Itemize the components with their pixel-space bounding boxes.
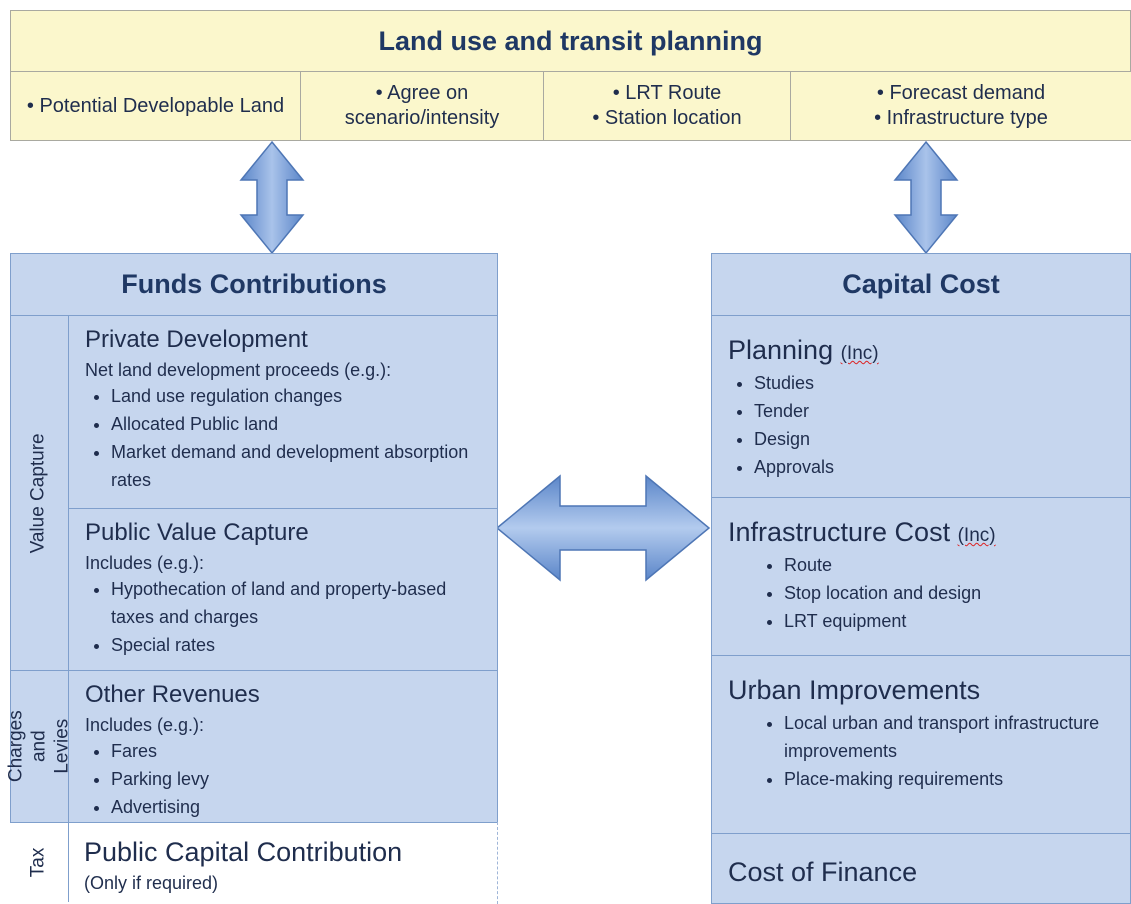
header-title: Land use and transit planning (10, 10, 1131, 72)
bullet: Place-making requirements (784, 766, 1116, 794)
bullet: Route (784, 552, 1116, 580)
funds-title: Funds Contributions (10, 253, 498, 316)
v-arrow-right (893, 140, 959, 255)
section-heading: Cost of Finance (728, 856, 1116, 888)
bullet: Tender (754, 398, 1116, 426)
header-cell: • LRT Route • Station location (543, 71, 791, 141)
bullet: Parking levy (111, 766, 483, 794)
bullet-list: Hypothecation of land and property-based… (85, 576, 483, 660)
bullet: Stop location and design (784, 580, 1116, 608)
bullet-list: Land use regulation changesAllocated Pub… (85, 383, 483, 495)
cost-title: Capital Cost (711, 253, 1131, 316)
header-item: • Potential Developable Land (26, 94, 285, 117)
section-title: Planning (728, 335, 834, 365)
bullet: Hypothecation of land and property-based… (111, 576, 483, 632)
bullet: Allocated Public land (111, 411, 483, 439)
funds-section: Private Development Net land development … (68, 315, 498, 509)
cost-section: Planning (Inc) StudiesTenderDesignApprova… (711, 315, 1131, 498)
bullet: LRT equipment (784, 608, 1116, 636)
bullet: Special rates (111, 632, 483, 660)
bullet: Fares (111, 738, 483, 766)
header-item: • Forecast demand (876, 82, 1046, 104)
bullet: Land use regulation changes (111, 383, 483, 411)
section-title: Public Capital Contribution (84, 837, 403, 867)
bullet-list: FaresParking levyAdvertising (85, 738, 483, 822)
header-cell: • Agree on scenario/intensity (300, 71, 544, 141)
section-heading: Planning (Inc) (728, 334, 1116, 366)
header-item: • Station location (592, 107, 742, 129)
v-arrow-left (239, 140, 305, 255)
cost-section: Urban Improvements Local urban and transp… (711, 655, 1131, 834)
header-item: • Infrastructure type (874, 107, 1048, 129)
section-title: Infrastructure Cost (728, 517, 951, 547)
bullet: Studies (754, 370, 1116, 398)
bullet-list: RouteStop location and designLRT equipme… (728, 552, 1116, 636)
section-note: (Inc) (957, 525, 996, 546)
bullet: Design (754, 426, 1116, 454)
section-heading: Urban Improvements (728, 674, 1116, 706)
section-title: Public Value Capture (85, 519, 309, 546)
cost-section: Infrastructure Cost (Inc) RouteStop locat… (711, 497, 1131, 656)
funds-section: Public Value Capture Includes (e.g.): Hypo… (68, 508, 498, 671)
section-subtitle: Includes (e.g.): (85, 714, 205, 735)
section-note: (Inc) (840, 343, 879, 364)
group-label: Value Capture (10, 315, 69, 671)
section-subtitle: (Only if required) (84, 873, 219, 894)
section-subtitle: Net land development proceeds (e.g.): (85, 359, 392, 380)
section-title: Urban Improvements (728, 675, 981, 705)
section-title: Cost of Finance (728, 857, 918, 887)
header-item: • Agree on scenario/intensity (344, 82, 500, 129)
bullet: Advertising (111, 794, 483, 822)
funds-section: Public Capital Contribution (Only if requ… (68, 822, 498, 904)
header-cell: • Potential Developable Land (10, 71, 301, 141)
group-text: Value Capture (28, 432, 50, 554)
group-label: Charges and Levies (5, 670, 72, 823)
bullet-list: StudiesTenderDesignApprovals (728, 370, 1116, 482)
bullet-list: Local urban and transport infrastructure… (728, 710, 1116, 794)
section-title: Private Development (85, 326, 308, 353)
cost-section: Cost of Finance (711, 833, 1131, 904)
bullet: Market demand and development absorption… (111, 439, 483, 495)
header-item: • LRT Route (612, 82, 722, 104)
section-subtitle: Includes (e.g.): (85, 552, 205, 573)
group-text: Charges and Levies (5, 710, 72, 783)
bullet: Local urban and transport infrastructure… (784, 710, 1116, 766)
group-label: Tax (10, 822, 69, 902)
group-text: Tax (27, 847, 49, 878)
section-heading: Infrastructure Cost (Inc) (728, 516, 1116, 548)
h-arrow (495, 474, 711, 582)
header-cell: • Forecast demand • Infrastructure type (790, 71, 1131, 141)
bullet: Approvals (754, 454, 1116, 482)
section-title: Other Revenues (85, 681, 260, 708)
funds-section: Other Revenues Includes (e.g.): FaresParki… (68, 670, 498, 823)
